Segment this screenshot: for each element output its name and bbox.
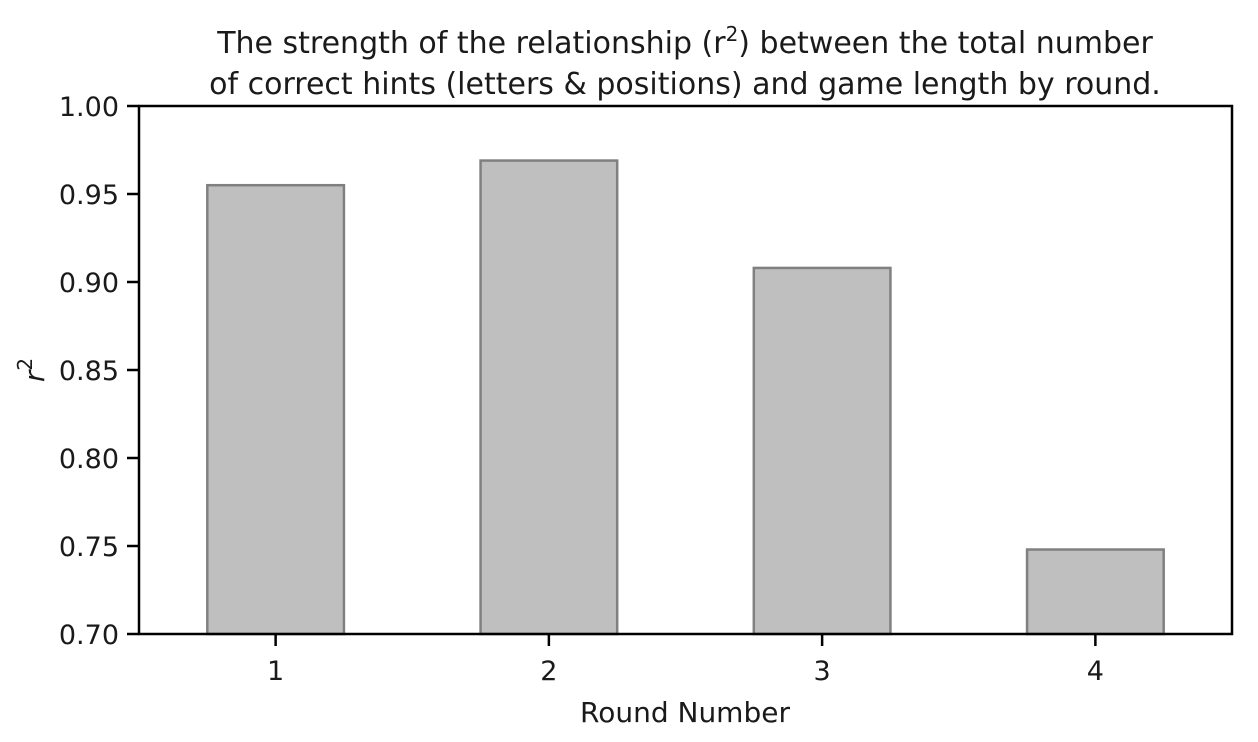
y-tick-label: 0.75 [59,532,119,563]
y-axis-ticks: 0.70 0.75 0.80 0.85 0.90 0.95 1.00 [59,92,139,651]
x-axis-label: Round Number [580,696,790,729]
y-tick-label: 0.95 [59,180,119,211]
bar-series [206,159,1165,636]
chart-title-line-2: of correct hints (letters & positions) a… [209,67,1161,102]
y-axis-label: r2 [13,358,51,382]
y-tick-label: 0.70 [59,620,119,651]
x-tick-label: 1 [267,656,284,687]
bar-round-4 [1025,548,1165,636]
x-tick-label: 2 [540,656,557,687]
x-tick-label: 4 [1087,656,1104,687]
y-tick-label: 0.80 [59,444,119,475]
chart-title-line-1: The strength of the relationship (rr2) b… [216,22,1153,61]
y-tick-label: 0.90 [59,268,119,299]
plot-frame [137,104,1234,636]
x-axis-ticks: 1 2 3 4 [267,634,1104,687]
y-tick-label: 1.00 [59,92,119,123]
y-tick-label: 0.85 [59,356,119,387]
bar-round-1 [206,183,346,636]
bar-round-2 [479,159,619,636]
x-tick-label: 3 [814,656,831,687]
bar-round-3 [752,266,892,636]
